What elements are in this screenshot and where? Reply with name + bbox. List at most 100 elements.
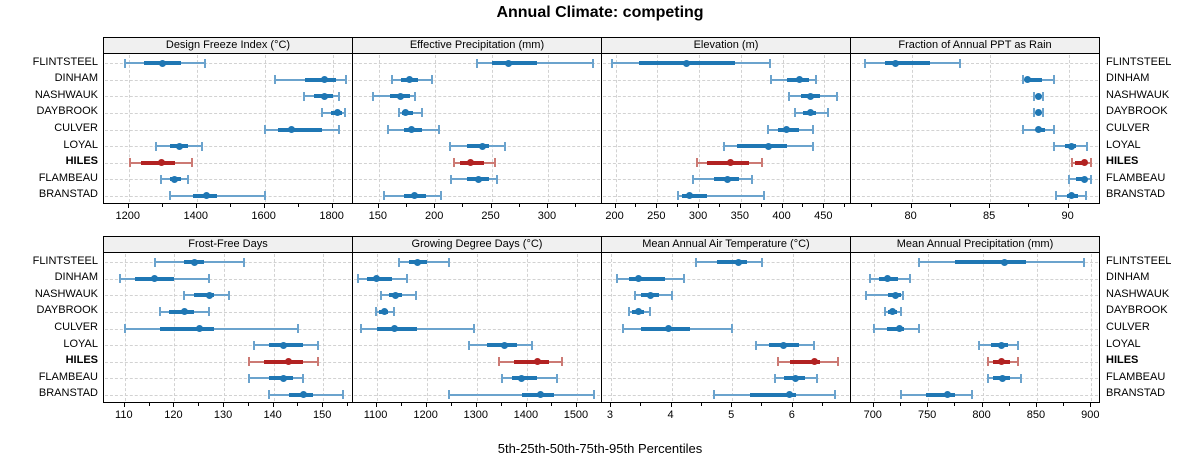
axis-tick-label: 130 bbox=[213, 409, 233, 421]
median-dot bbox=[466, 159, 474, 167]
interquartile-bar bbox=[1024, 77, 1042, 82]
axis-tick-label: 140 bbox=[263, 409, 282, 421]
whisker-cap bbox=[918, 324, 921, 333]
median-dot bbox=[997, 341, 1005, 349]
median-dot bbox=[414, 258, 422, 266]
h-gridline bbox=[105, 112, 351, 114]
median-dot bbox=[411, 192, 419, 200]
whisker-cap bbox=[372, 91, 375, 101]
whisker-cap bbox=[615, 274, 618, 284]
whisker-cap bbox=[837, 357, 840, 367]
panel-header: Growing Degree Days (°C) bbox=[352, 236, 602, 253]
minor-tick-mark bbox=[400, 403, 402, 406]
row-label: BRANSTAD bbox=[38, 387, 98, 400]
median-dot bbox=[686, 192, 694, 200]
whisker-cap bbox=[959, 58, 962, 68]
median-dot bbox=[407, 126, 415, 133]
row-label: LOYAL bbox=[63, 138, 98, 151]
interquartile-bar bbox=[466, 144, 490, 149]
axis-tick-label: 1500 bbox=[563, 409, 589, 421]
major-tick-mark bbox=[525, 403, 527, 407]
minor-tick-mark bbox=[802, 204, 804, 207]
whisker-cap bbox=[750, 174, 753, 184]
minor-tick-mark bbox=[760, 204, 762, 207]
whisker-cap bbox=[383, 191, 386, 201]
whisker-cap bbox=[158, 307, 161, 317]
whisker-cap bbox=[1053, 75, 1056, 85]
h-gridline bbox=[354, 112, 600, 114]
median-dot bbox=[944, 391, 952, 399]
v-gridline bbox=[128, 55, 130, 202]
interquartile-bar bbox=[1074, 160, 1086, 165]
median-dot bbox=[320, 76, 328, 84]
whisker-cap bbox=[986, 357, 989, 367]
median-dot bbox=[157, 159, 165, 167]
v-gridline bbox=[740, 55, 742, 202]
whisker-cap bbox=[204, 58, 207, 68]
x-axis-label: 5th-25th-50th-75th-95th Percentiles bbox=[497, 441, 703, 456]
axis-tick-label: 3 bbox=[606, 409, 613, 421]
whisker-cap bbox=[682, 274, 685, 284]
minor-tick-mark bbox=[677, 204, 679, 207]
axis-tick-label: 300 bbox=[688, 210, 708, 222]
panel-header: Effective Precipitation (mm) bbox=[352, 37, 602, 54]
median-dot bbox=[634, 308, 642, 316]
whisker-cap bbox=[468, 340, 471, 350]
median-dot bbox=[373, 275, 381, 283]
whisker-cap bbox=[695, 158, 698, 168]
h-gridline bbox=[105, 162, 351, 164]
h-gridline bbox=[105, 378, 351, 380]
median-dot bbox=[1000, 258, 1008, 266]
row-label: BRANSTAD bbox=[1106, 387, 1166, 400]
h-gridline bbox=[852, 278, 1098, 280]
whisker-cap bbox=[345, 75, 348, 85]
v-gridline bbox=[526, 254, 528, 401]
interquartile-bar bbox=[491, 61, 537, 66]
h-gridline bbox=[603, 361, 849, 363]
interquartile-bar bbox=[159, 326, 215, 331]
median-dot bbox=[807, 109, 815, 117]
panel-header: Mean Annual Precipitation (mm) bbox=[850, 236, 1100, 253]
interquartile-bar bbox=[955, 260, 1027, 265]
h-gridline bbox=[852, 378, 1098, 380]
whisker-cap bbox=[228, 290, 230, 300]
median-dot bbox=[634, 275, 642, 283]
row-label: FLAMBEAU bbox=[38, 370, 98, 383]
h-gridline bbox=[105, 278, 351, 280]
h-gridline bbox=[105, 179, 351, 181]
whisker-cap bbox=[430, 75, 433, 85]
v-gridline bbox=[699, 55, 701, 202]
whisker-cap bbox=[812, 141, 815, 151]
v-gridline bbox=[476, 254, 478, 401]
row-label: FLINTSTEEL bbox=[1106, 55, 1172, 68]
row-label: FLINTSTEEL bbox=[32, 55, 98, 68]
whisker-cap bbox=[622, 324, 624, 333]
whisker-cap bbox=[692, 174, 695, 184]
whisker-cap bbox=[398, 257, 401, 267]
row-label: BRANSTAD bbox=[38, 188, 98, 201]
median-dot bbox=[1035, 92, 1043, 100]
row-label: NASHWAUK bbox=[1106, 88, 1170, 101]
h-gridline bbox=[105, 146, 351, 148]
major-tick-mark bbox=[981, 403, 983, 407]
whisker-cap bbox=[342, 390, 345, 400]
whisker-cap bbox=[338, 125, 341, 134]
whisker-cap bbox=[1017, 357, 1020, 367]
minor-tick-mark bbox=[822, 403, 824, 406]
whisker-cap bbox=[297, 324, 300, 333]
whisker-cap bbox=[302, 91, 305, 101]
median-dot bbox=[203, 192, 211, 200]
h-gridline bbox=[852, 162, 1098, 164]
whisker-cap bbox=[869, 274, 872, 284]
whisker-cap bbox=[247, 373, 250, 383]
whisker-cap bbox=[393, 307, 396, 317]
major-tick-mark bbox=[127, 204, 129, 208]
whisker-cap bbox=[1042, 91, 1045, 101]
h-gridline bbox=[852, 112, 1098, 114]
panel-plot bbox=[352, 252, 602, 403]
median-dot bbox=[810, 358, 818, 366]
interquartile-bar bbox=[514, 359, 550, 364]
whisker-cap bbox=[760, 158, 763, 168]
major-tick-mark bbox=[263, 204, 265, 208]
median-dot bbox=[1068, 142, 1076, 150]
